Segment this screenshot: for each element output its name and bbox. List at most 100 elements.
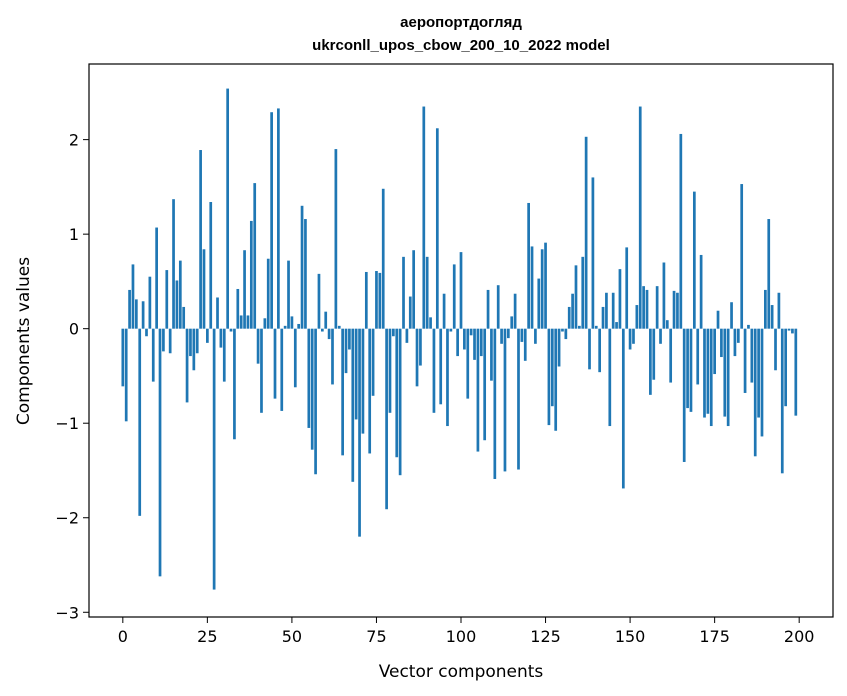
bar [155,227,158,329]
bar [706,328,710,414]
bar [774,328,777,371]
bar [540,249,544,329]
bar [405,328,409,343]
bar [676,292,679,329]
bar [632,328,635,344]
bar [395,328,399,458]
bar [611,292,615,329]
bar [517,328,520,470]
bar [601,306,605,329]
bar [594,325,598,329]
bar [767,219,771,329]
x-axis-label: Vector components [379,662,544,682]
bar [151,328,155,382]
bar [483,328,487,441]
bar [300,205,304,329]
bar [469,328,473,336]
bar [131,264,135,329]
bar [256,328,260,364]
bar [341,328,344,456]
y-tick-label: −1 [55,414,79,433]
bar [381,188,385,329]
bar [249,220,253,329]
bar [392,328,395,337]
bar [608,328,612,427]
bar [726,328,730,427]
bar [304,219,307,329]
bar [642,286,645,329]
bar [192,328,196,371]
bar [476,328,480,452]
bar [534,328,537,344]
bar [266,258,270,329]
bar [337,325,341,329]
bar [185,328,189,403]
bar [591,177,595,329]
bar [128,289,131,329]
bar [368,328,372,454]
bar [439,328,443,405]
bar [209,202,213,329]
bar [432,328,436,413]
bar [794,328,798,416]
bar [202,249,206,329]
bar [263,318,267,329]
bar [787,328,791,331]
bar [696,328,700,385]
bar [320,328,324,332]
bar [331,328,334,385]
x-tick-label: 0 [118,627,128,646]
bar [348,328,351,350]
bar [699,254,703,329]
bar [145,328,148,337]
y-tick-label: −2 [55,509,79,528]
y-axis-label: Components values [14,257,34,425]
bar [273,328,277,399]
bar [659,328,662,344]
bar [581,256,585,329]
bar [615,322,618,329]
bar [473,328,476,360]
bar [669,328,673,383]
bar [530,246,534,329]
bar [442,293,446,329]
bar [162,328,165,352]
bar [554,328,558,431]
bar [791,328,794,334]
bar [327,328,331,340]
x-tick-label: 200 [784,627,815,646]
bar [446,328,449,427]
bar [561,328,564,332]
x-tick-label: 25 [197,627,217,646]
bar [378,272,382,329]
bar [513,293,517,329]
bar [212,328,216,590]
bar [703,328,706,418]
bar [479,328,483,357]
bar [510,316,514,329]
bar [723,328,727,417]
bar [628,328,632,350]
bar [550,328,554,407]
bar [165,270,169,329]
bar [672,290,676,329]
bar [574,265,578,329]
bar [750,328,754,383]
bar [358,328,361,537]
y-tick-label: −3 [55,603,79,622]
bar [141,301,145,329]
bar [199,150,202,329]
bar [588,328,591,370]
y-tick-label: 2 [69,131,79,150]
y-tick-label: 0 [69,320,79,339]
bar [760,328,764,437]
bar [493,328,497,479]
bar [216,297,219,329]
bar [770,305,774,329]
x-axis-ticks: 0 25 50 75 100 125 150 175 200 [118,617,815,646]
bar [280,328,284,411]
x-tick-label: 125 [530,627,561,646]
chart-title: аеропортдогляд [400,14,522,31]
bar [398,328,402,476]
